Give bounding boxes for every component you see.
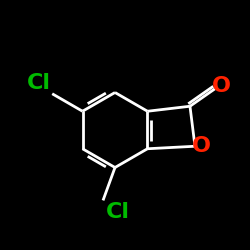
Text: O: O: [212, 76, 231, 96]
Text: Cl: Cl: [27, 72, 51, 92]
Text: O: O: [192, 136, 211, 156]
Text: Cl: Cl: [106, 202, 130, 222]
